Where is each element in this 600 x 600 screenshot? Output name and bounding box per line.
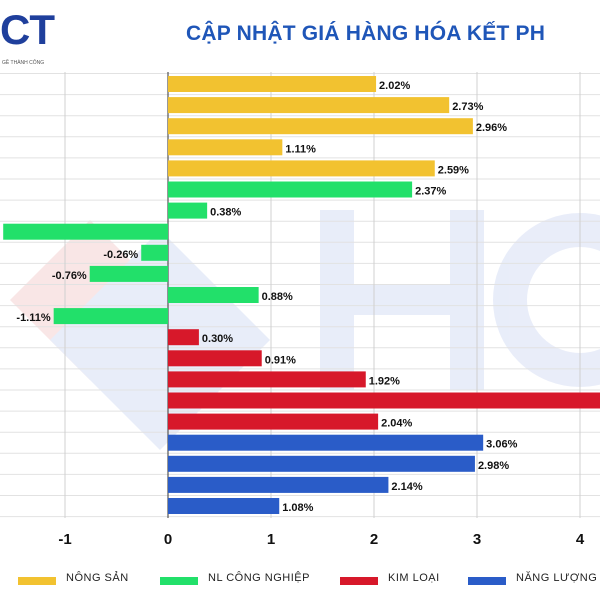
data-labels: 2.02%2.73%2.96%1.11%2.59%2.37%0.38%%-0.2… bbox=[0, 80, 518, 514]
data-label: -1.11% bbox=[16, 312, 50, 324]
bar bbox=[168, 413, 379, 430]
legend-label: NĂNG LƯỢNG bbox=[516, 572, 598, 584]
bar bbox=[3, 223, 169, 240]
data-label: 0.88% bbox=[262, 291, 293, 303]
data-label: 0.91% bbox=[265, 354, 296, 366]
data-label: 2.37% bbox=[415, 186, 446, 198]
bar bbox=[89, 265, 168, 282]
bar bbox=[168, 181, 413, 198]
data-label: 1.11% bbox=[285, 143, 316, 155]
data-label: 1.92% bbox=[369, 375, 400, 387]
bar bbox=[168, 139, 283, 156]
data-label: 2.14% bbox=[391, 481, 422, 493]
bar bbox=[168, 392, 600, 409]
x-tick-label: 2 bbox=[370, 531, 378, 548]
grid bbox=[0, 72, 600, 518]
bar bbox=[168, 287, 259, 303]
data-label: 2.04% bbox=[381, 418, 412, 430]
bar-chart: 2.02%2.73%2.96%1.11%2.59%2.37%0.38%%-0.2… bbox=[0, 72, 600, 548]
data-label: 0.30% bbox=[202, 333, 233, 345]
bar bbox=[168, 160, 435, 177]
x-tick-label: 0 bbox=[164, 531, 172, 548]
legend-swatch bbox=[160, 577, 198, 585]
bars bbox=[3, 76, 600, 514]
chart-title: CẬP NHẬT GIÁ HÀNG HÓA KẾT PH bbox=[186, 22, 546, 45]
bar bbox=[168, 476, 389, 493]
data-label: 2.98% bbox=[478, 460, 509, 472]
logo-text: CT bbox=[0, 6, 55, 53]
data-label: 2.02% bbox=[379, 80, 410, 92]
bar bbox=[168, 329, 199, 346]
legend-label: KIM LOẠI bbox=[388, 572, 440, 584]
watermark-diamond bbox=[10, 220, 170, 380]
x-tick-label: -1 bbox=[58, 531, 71, 548]
logo-subtitle: GỀ THÀNH CÔNG bbox=[2, 60, 45, 66]
data-label: 3.06% bbox=[486, 439, 517, 451]
bar bbox=[168, 498, 280, 514]
bar bbox=[168, 118, 473, 135]
watermark-letter-h-left bbox=[320, 210, 354, 390]
data-label: 2.96% bbox=[476, 122, 507, 134]
bar bbox=[141, 244, 168, 261]
data-label: 2.73% bbox=[452, 101, 483, 113]
bar bbox=[168, 350, 262, 367]
bar bbox=[168, 434, 484, 451]
bar bbox=[168, 202, 208, 219]
legend-label: NL CÔNG NGHIỆP bbox=[208, 572, 310, 584]
legend-label: NÔNG SẢN bbox=[66, 572, 129, 584]
x-tick-label: 4 bbox=[576, 531, 585, 548]
x-axis-ticks: -1 0 1 2 3 4 bbox=[58, 531, 585, 548]
data-label: 1.08% bbox=[282, 502, 313, 514]
bar bbox=[168, 371, 366, 388]
legend: NÔNG SẢN NL CÔNG NGHIỆP KIM LOẠI NĂNG LƯỢNG bbox=[0, 568, 600, 598]
watermark-letter-c bbox=[493, 213, 600, 387]
watermark-letter-h-right bbox=[450, 210, 484, 390]
x-tick-label: 3 bbox=[473, 531, 481, 548]
brand-logo: CT GỀ THÀNH CÔNG bbox=[0, 6, 60, 70]
bar bbox=[168, 97, 450, 114]
data-label: -0.76% bbox=[52, 270, 87, 282]
bar bbox=[168, 76, 377, 92]
watermark-letter-h-bar bbox=[320, 285, 484, 315]
legend-swatch bbox=[18, 577, 56, 585]
bar bbox=[168, 455, 475, 472]
bar bbox=[53, 308, 168, 325]
data-label: -0.26% bbox=[103, 249, 138, 261]
legend-swatch bbox=[468, 577, 506, 585]
data-label: 2.59% bbox=[438, 164, 469, 176]
legend-swatch bbox=[340, 577, 378, 585]
data-label: 0.38% bbox=[210, 207, 241, 219]
x-tick-label: 1 bbox=[267, 531, 275, 548]
